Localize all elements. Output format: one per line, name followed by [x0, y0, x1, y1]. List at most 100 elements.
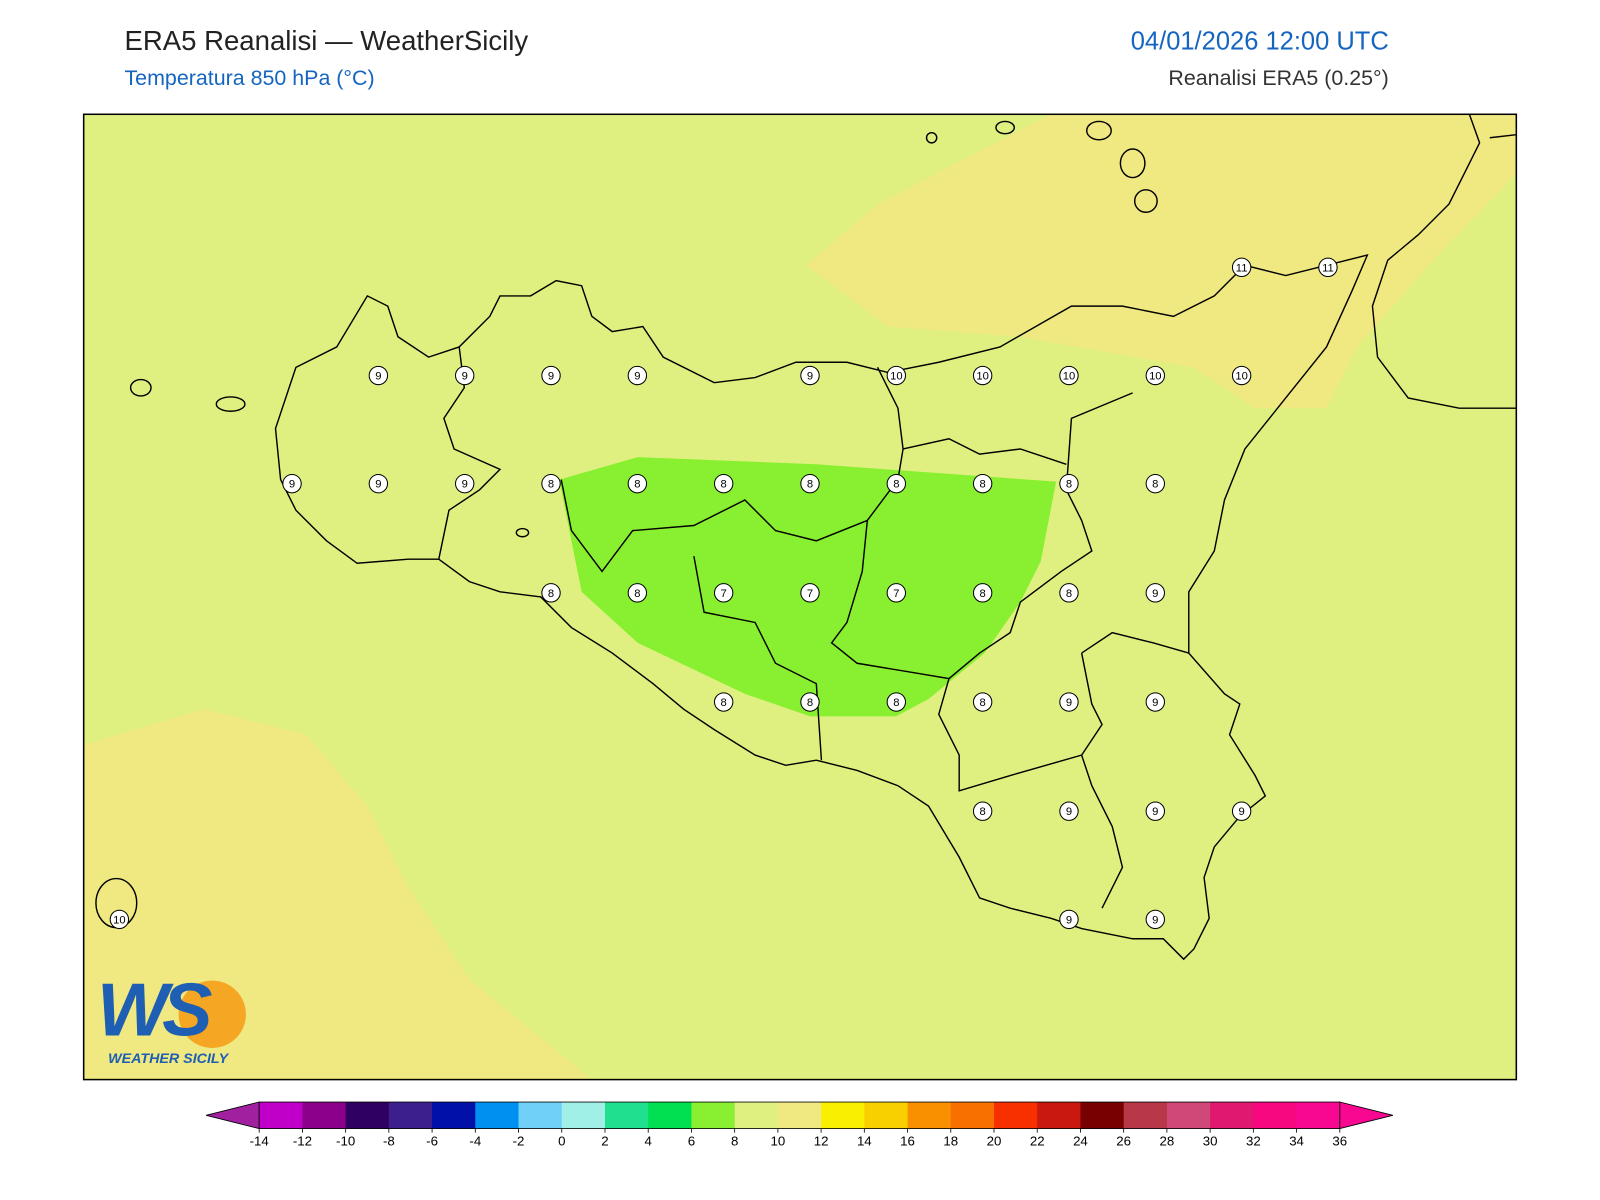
station: 8 [1059, 583, 1079, 603]
station-value: 9 [1066, 806, 1072, 818]
station: 10 [972, 365, 993, 386]
station-marker [541, 365, 561, 386]
station-marker [972, 692, 993, 712]
station: 8 [800, 473, 820, 494]
station-marker [972, 365, 993, 386]
station-value: 8 [980, 697, 986, 709]
colorbar-bin [259, 1102, 303, 1129]
station: 8 [713, 692, 734, 712]
station-marker [368, 365, 389, 386]
island [515, 527, 530, 538]
station: 9 [1059, 801, 1079, 821]
station-value: 8 [980, 806, 986, 818]
station-marker [1059, 909, 1079, 930]
station-marker [454, 473, 475, 494]
province-border [1080, 652, 1103, 756]
station-value: 9 [375, 479, 381, 491]
station-value: 10 [113, 914, 125, 926]
station-marker [1059, 692, 1079, 712]
colorbar-tick-label: -8 [383, 1133, 395, 1148]
station: 10 [1145, 365, 1165, 386]
station-marker [1231, 257, 1252, 278]
station: 9 [541, 365, 561, 386]
island [215, 396, 246, 412]
station: 10 [109, 909, 130, 930]
sicily-coast [274, 254, 1369, 961]
station-value: 9 [1152, 697, 1158, 709]
station-value: 8 [807, 479, 813, 491]
station-value: 11 [1322, 262, 1334, 274]
station: 9 [1059, 909, 1079, 930]
colorbar-tick-label: 2 [601, 1133, 608, 1148]
colorbar-bin [345, 1102, 390, 1129]
colorbar-bin [648, 1102, 692, 1129]
station-value: 9 [634, 370, 640, 382]
station-value: 8 [548, 479, 554, 491]
colorbar-bin [302, 1102, 347, 1129]
station-value: 9 [1152, 806, 1158, 818]
station-marker [541, 473, 561, 494]
province-border [902, 438, 1067, 465]
station-marker [972, 801, 993, 821]
province-border [938, 678, 1124, 909]
colorbar-bin [994, 1102, 1038, 1129]
logo-name: WEATHER SICILY [108, 1051, 229, 1067]
station-value: 10 [976, 370, 988, 382]
station: 8 [541, 583, 561, 603]
station: 8 [713, 473, 734, 494]
colorbar-tick-label: -4 [469, 1133, 481, 1148]
station-value: 10 [890, 370, 902, 382]
colorbar-tick-label: -10 [336, 1133, 355, 1148]
island [129, 378, 152, 397]
station-marker [713, 473, 734, 494]
station-marker [1145, 801, 1165, 821]
station: 11 [1318, 257, 1338, 278]
station-value: 9 [375, 370, 381, 382]
station-value: 7 [893, 588, 899, 600]
station-marker [1059, 801, 1079, 821]
station-marker [109, 909, 130, 930]
station: 8 [627, 583, 648, 603]
station: 9 [627, 365, 648, 386]
station: 7 [886, 583, 907, 603]
station-value: 8 [893, 479, 899, 491]
station-value: 8 [634, 479, 640, 491]
station-value: 10 [1063, 370, 1075, 382]
station-value: 8 [1066, 479, 1072, 491]
colorbar-tick-label: 10 [771, 1133, 786, 1148]
colorbar-bin [518, 1102, 563, 1129]
map: 11 11 9 9 9 9 9 10 10 10 10 10 9 9 9 8 8 8 8 8 8 8 8 8 8 7 7 7 8 8 9 8 8… [82, 113, 1518, 1081]
station: 9 [800, 365, 820, 386]
station-value: 8 [980, 479, 986, 491]
station: 8 [1059, 473, 1079, 494]
station-marker [1145, 365, 1165, 386]
colorbar-bin [1080, 1102, 1125, 1129]
colorbar-bin [691, 1102, 736, 1129]
station-marker [972, 583, 993, 603]
station: 7 [713, 583, 734, 603]
colorbar-bin [777, 1102, 822, 1129]
station-value: 8 [548, 588, 554, 600]
logo-sun [178, 980, 246, 1048]
island [925, 131, 938, 144]
station: 9 [1231, 801, 1252, 821]
station: 9 [1145, 692, 1165, 712]
colorbar-tick-label: 34 [1289, 1133, 1304, 1148]
colorbar-tick-label: 32 [1246, 1133, 1261, 1148]
station-marker [454, 365, 475, 386]
station-value: 9 [1152, 914, 1158, 926]
station-marker [627, 583, 648, 603]
station-value: 8 [1066, 588, 1072, 600]
station-value: 8 [980, 588, 986, 600]
province-border [1081, 631, 1189, 654]
colorbar-bin [1166, 1102, 1211, 1129]
colorbar-over [1339, 1101, 1393, 1130]
station: 9 [282, 473, 302, 494]
province-border [438, 346, 502, 560]
station: 9 [454, 473, 475, 494]
station-value: 8 [721, 697, 727, 709]
colorbar-bin [864, 1102, 909, 1129]
station-value: 11 [1236, 262, 1248, 274]
station-marker [1318, 257, 1338, 278]
station-value: 8 [1152, 479, 1158, 491]
